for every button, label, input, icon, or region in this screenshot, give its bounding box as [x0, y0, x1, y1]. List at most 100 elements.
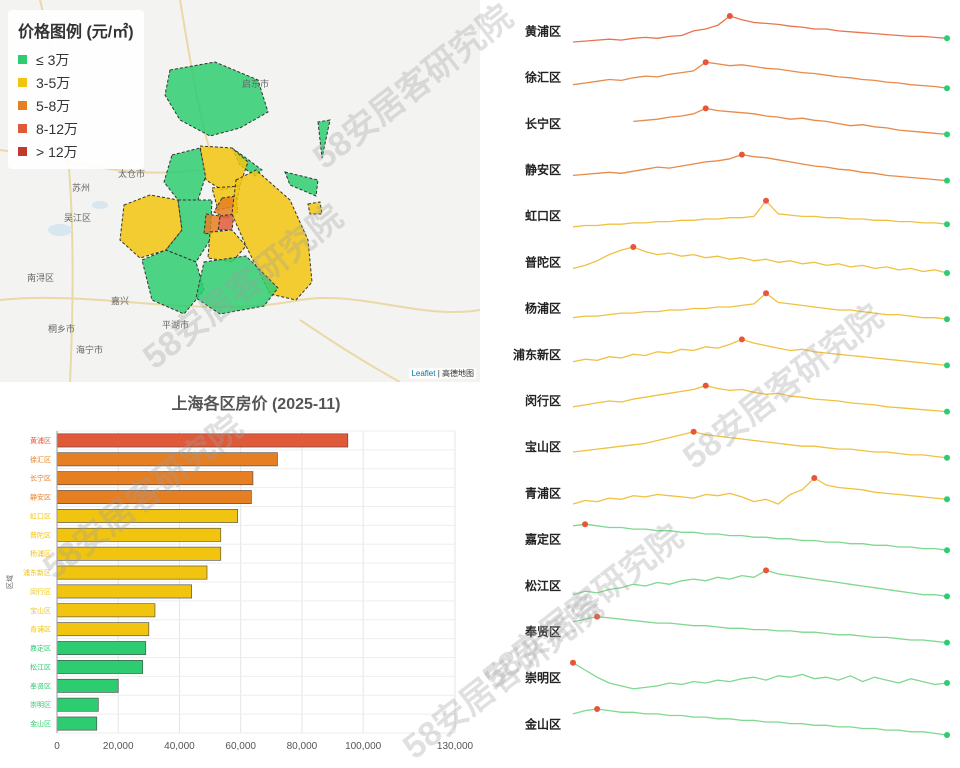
y-tick-label: 静安区 — [30, 493, 51, 502]
sparkline-label: 金山区 — [524, 716, 561, 731]
sparkline-last-marker — [944, 221, 950, 228]
sparkline-peak-marker — [630, 244, 637, 250]
y-tick-label: 青浦区 — [30, 625, 51, 634]
legend-item: > 12万 — [18, 140, 136, 163]
district-price-map[interactable]: 苏州 嘉兴 启东市 太仓市 吴江区 南浔区 桐乡市 海宁市 平湖市 价格图例 (… — [0, 0, 480, 382]
sparkline-peak-marker — [582, 521, 589, 528]
district-shape-island-2[interactable] — [307, 201, 323, 215]
attribution-provider: | 高德地图 — [435, 369, 474, 378]
district-shape-huangpu[interactable] — [217, 213, 235, 231]
sparkline-peak-marker — [702, 105, 709, 112]
y-axis-title: 区域 — [5, 575, 14, 589]
bar-15[interactable] — [56, 716, 98, 731]
city-label-tongxiang: 桐乡市 — [48, 324, 76, 334]
y-tick-label: 闵行区 — [30, 587, 51, 596]
sparkline-peak-marker — [763, 567, 770, 574]
sparkline-last-marker — [944, 316, 950, 323]
bar-2[interactable] — [56, 471, 254, 486]
map-canvas[interactable] — [0, 0, 480, 382]
city-label-suzhou: 苏州 — [72, 183, 91, 193]
sparkline-2 — [633, 107, 948, 136]
sparkline-last-marker — [944, 131, 950, 138]
sparkline-label: 黄浦区 — [525, 23, 561, 38]
legend-item: 8-12万 — [18, 117, 136, 140]
district-shape-chongming[interactable] — [164, 61, 269, 137]
bar-10[interactable] — [56, 622, 150, 637]
district-shape-pudong[interactable] — [231, 169, 313, 301]
sparkline-peak-marker — [594, 706, 601, 712]
district-price-trend-sparklines: 黄浦区 徐汇区 长宁区 静安区 虹口区 普陀区 杨浦区 浦东新区 闵行区 宝山区 青浦区 嘉定区 松江区… — [483, 0, 960, 761]
y-tick-label: 金山区 — [30, 719, 51, 728]
sparkline-label: 静安区 — [525, 162, 561, 177]
sparkline-15 — [572, 708, 948, 736]
district-polygons[interactable] — [119, 61, 331, 315]
sparkline-peak-marker — [763, 290, 770, 297]
bar-1[interactable] — [56, 452, 278, 467]
legend-item: 3-5万 — [18, 71, 136, 94]
sparkline-label: 徐汇区 — [524, 70, 561, 85]
sparkline-label: 普陀区 — [525, 254, 561, 269]
bar-14[interactable] — [56, 697, 99, 712]
sparkline-3 — [572, 153, 948, 182]
x-tick-label: 60,000 — [225, 741, 256, 752]
legend-title: 价格图例 (元/㎡) — [18, 24, 134, 41]
legend-label: 3-5万 — [36, 74, 71, 91]
legend-item: 5-8万 — [18, 94, 136, 117]
district-shape-fengxian[interactable] — [195, 255, 279, 315]
sparkline-last-marker — [944, 177, 950, 184]
y-tick-label: 黄浦区 — [30, 436, 51, 445]
bar-7[interactable] — [56, 565, 208, 580]
legend-swatch — [18, 55, 27, 64]
sparkline-4 — [572, 200, 948, 228]
city-label-nanxun: 南浔区 — [27, 273, 55, 283]
x-tick-label: 100,000 — [345, 741, 382, 752]
sparkline-label: 奉贤区 — [524, 624, 561, 639]
sparkline-label: 虹口区 — [525, 208, 561, 223]
sparkline-peak-marker — [570, 659, 576, 666]
sparkline-last-marker — [944, 680, 950, 687]
district-shape-qingpu[interactable] — [119, 194, 183, 259]
district-shape-hengsha[interactable] — [284, 171, 319, 197]
y-tick-label: 徐汇区 — [30, 455, 51, 464]
map-attribution: Leaflet | 高德地图 — [409, 368, 476, 379]
district-shape-island[interactable] — [317, 119, 331, 159]
legend-item: ≤ 3万 — [18, 48, 136, 71]
sparkline-last-marker — [944, 732, 950, 738]
bar-13[interactable] — [56, 678, 119, 693]
y-tick-label: 浦东新区 — [23, 568, 51, 577]
legend-swatch — [18, 78, 27, 87]
sparkline-label: 长宁区 — [525, 116, 561, 131]
bar-11[interactable] — [56, 641, 147, 655]
leaflet-link[interactable]: Leaflet — [411, 369, 436, 378]
x-tick-label: 40,000 — [164, 741, 195, 752]
bar-8[interactable] — [56, 584, 193, 599]
bar-5[interactable] — [56, 527, 222, 542]
sparkline-12 — [572, 569, 948, 598]
sparkline-5 — [572, 246, 948, 274]
x-tick-label: 80,000 — [287, 741, 318, 752]
sparkline-14 — [572, 662, 948, 690]
sparkline-label: 青浦区 — [525, 485, 561, 500]
sparkline-label: 嘉定区 — [524, 532, 561, 547]
legend-label: > 12万 — [36, 143, 78, 160]
bar-0[interactable] — [56, 433, 349, 448]
bar-3[interactable] — [56, 490, 252, 504]
district-shape-minhang[interactable] — [207, 229, 247, 263]
sparkline-peak-marker — [594, 613, 601, 620]
bar-4[interactable] — [56, 509, 238, 523]
sparkline-peak-marker — [726, 13, 733, 19]
sparkline-label: 杨浦区 — [525, 301, 561, 316]
legend-swatch — [18, 101, 27, 110]
y-tick-label: 虹口区 — [30, 511, 51, 520]
city-label-wujiang: 吴江区 — [64, 213, 92, 223]
bar-12[interactable] — [56, 660, 144, 674]
sparkline-11 — [572, 523, 948, 551]
district-shape-jiading[interactable] — [163, 147, 207, 201]
sparkline-label: 浦东新区 — [513, 347, 561, 362]
y-tick-label: 普陀区 — [30, 530, 51, 539]
legend-label: 8-12万 — [36, 120, 79, 137]
bar-9[interactable] — [56, 603, 156, 618]
bar-6[interactable] — [56, 546, 222, 561]
sparkline-peak-marker — [738, 151, 745, 158]
legend-label: 5-8万 — [36, 97, 71, 114]
